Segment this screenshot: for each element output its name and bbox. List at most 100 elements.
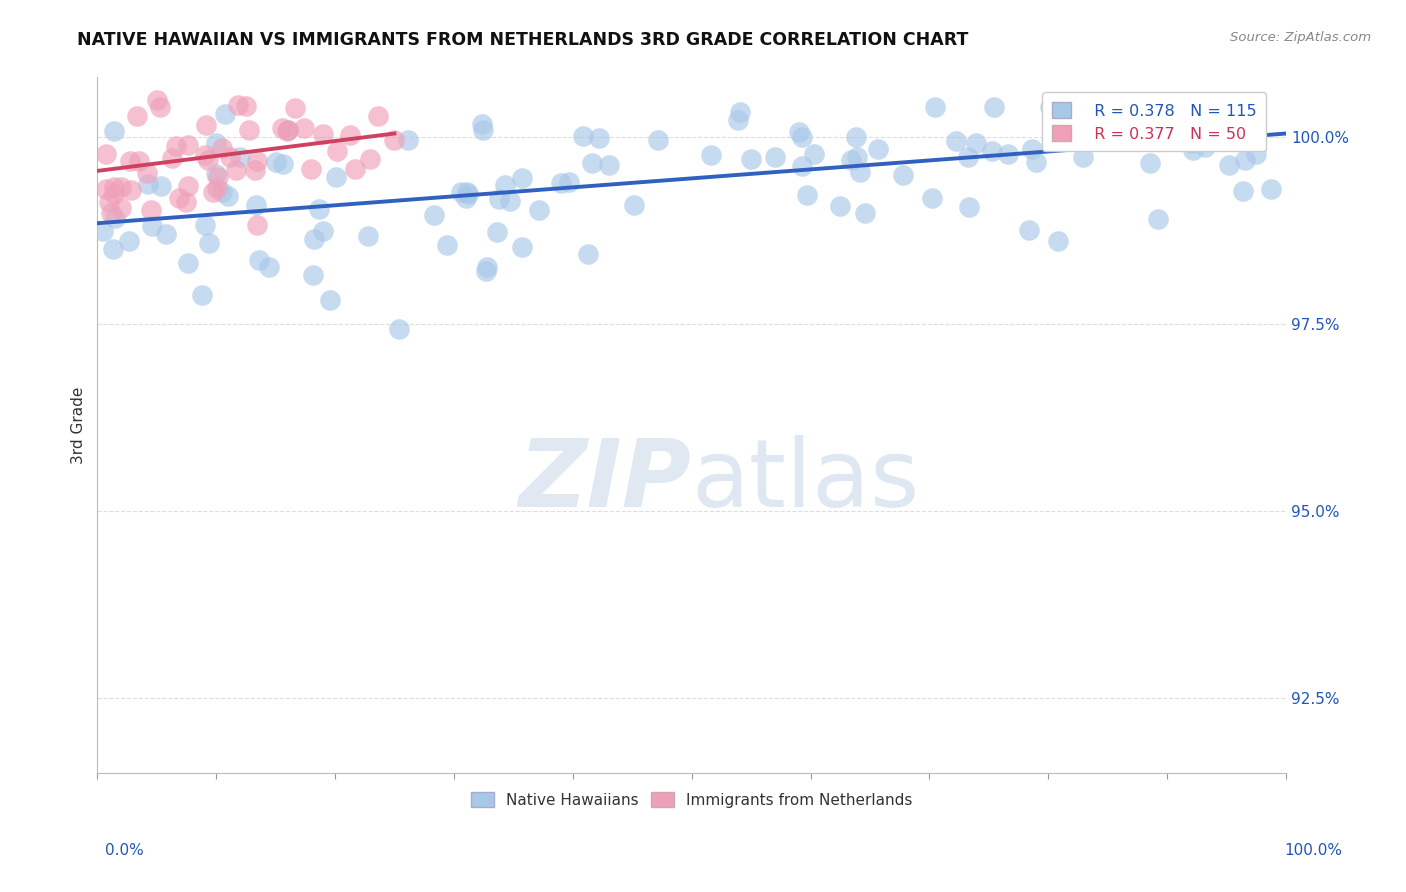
Point xyxy=(456,185,478,199)
Point xyxy=(956,151,979,165)
Point xyxy=(247,252,270,267)
Point xyxy=(229,150,252,164)
Point xyxy=(388,322,411,336)
Point xyxy=(1226,127,1249,141)
Point xyxy=(957,200,980,214)
Point xyxy=(202,185,225,199)
Point xyxy=(271,121,294,136)
Point xyxy=(177,137,200,152)
Point xyxy=(271,157,294,171)
Point xyxy=(177,255,200,269)
Point xyxy=(499,194,522,209)
Point xyxy=(1227,110,1250,124)
Point xyxy=(488,192,510,206)
Point xyxy=(1232,184,1254,198)
Point xyxy=(118,234,141,248)
Point xyxy=(264,154,287,169)
Point xyxy=(167,190,190,204)
Point xyxy=(103,124,125,138)
Point xyxy=(217,189,239,203)
Point xyxy=(1180,136,1202,151)
Point xyxy=(276,123,298,137)
Point xyxy=(197,153,219,167)
Text: Source: ZipAtlas.com: Source: ZipAtlas.com xyxy=(1230,31,1371,45)
Point xyxy=(1018,223,1040,237)
Point xyxy=(965,136,987,150)
Point xyxy=(485,225,508,239)
Point xyxy=(1246,146,1268,161)
Text: 0.0%: 0.0% xyxy=(105,843,145,858)
Point xyxy=(457,186,479,201)
Point xyxy=(243,162,266,177)
Point xyxy=(312,224,335,238)
Point xyxy=(1122,125,1144,139)
Point xyxy=(128,154,150,169)
Point xyxy=(139,202,162,217)
Point xyxy=(796,187,818,202)
Point xyxy=(1218,158,1240,172)
Point xyxy=(828,199,851,213)
Point xyxy=(647,132,669,146)
Point xyxy=(1053,108,1076,122)
Point xyxy=(1194,140,1216,154)
Point xyxy=(326,144,349,158)
Point xyxy=(510,170,533,185)
Point xyxy=(136,166,159,180)
Point xyxy=(246,153,269,168)
Point xyxy=(325,169,347,184)
Point xyxy=(197,235,219,250)
Point xyxy=(1150,100,1173,114)
Point xyxy=(787,125,810,139)
Point xyxy=(120,183,142,197)
Point xyxy=(1234,153,1257,168)
Point xyxy=(141,219,163,234)
Point xyxy=(245,197,267,211)
Point xyxy=(207,169,229,184)
Point xyxy=(980,144,1002,158)
Point xyxy=(205,167,228,181)
Point xyxy=(149,100,172,114)
Point xyxy=(238,123,260,137)
Point xyxy=(845,150,868,164)
Point xyxy=(450,186,472,200)
Point xyxy=(103,179,125,194)
Point xyxy=(727,113,749,128)
Point xyxy=(1147,211,1170,226)
Point xyxy=(110,201,132,215)
Point xyxy=(118,153,141,168)
Point xyxy=(472,123,495,137)
Point xyxy=(853,205,876,219)
Point xyxy=(194,148,217,162)
Point xyxy=(623,198,645,212)
Point xyxy=(1050,127,1073,141)
Point xyxy=(945,134,967,148)
Point xyxy=(211,185,233,199)
Point xyxy=(104,211,127,226)
Point xyxy=(211,141,233,155)
Point xyxy=(194,218,217,232)
Point xyxy=(1137,100,1160,114)
Point xyxy=(997,147,1019,161)
Point xyxy=(1208,100,1230,114)
Point xyxy=(91,224,114,238)
Text: NATIVE HAWAIIAN VS IMMIGRANTS FROM NETHERLANDS 3RD GRADE CORRELATION CHART: NATIVE HAWAIIAN VS IMMIGRANTS FROM NETHE… xyxy=(77,31,969,49)
Point xyxy=(1039,100,1062,114)
Point xyxy=(343,161,366,176)
Point xyxy=(436,237,458,252)
Point xyxy=(1025,154,1047,169)
Point xyxy=(177,179,200,194)
Point xyxy=(150,178,173,193)
Point xyxy=(845,129,868,144)
Point xyxy=(146,93,169,107)
Point xyxy=(841,153,863,167)
Point xyxy=(205,136,228,151)
Point xyxy=(190,288,212,302)
Point xyxy=(359,153,381,167)
Point xyxy=(194,118,217,132)
Point xyxy=(277,123,299,137)
Point xyxy=(110,180,132,194)
Point xyxy=(214,107,236,121)
Text: atlas: atlas xyxy=(692,434,920,526)
Point xyxy=(96,182,118,196)
Point xyxy=(339,128,361,143)
